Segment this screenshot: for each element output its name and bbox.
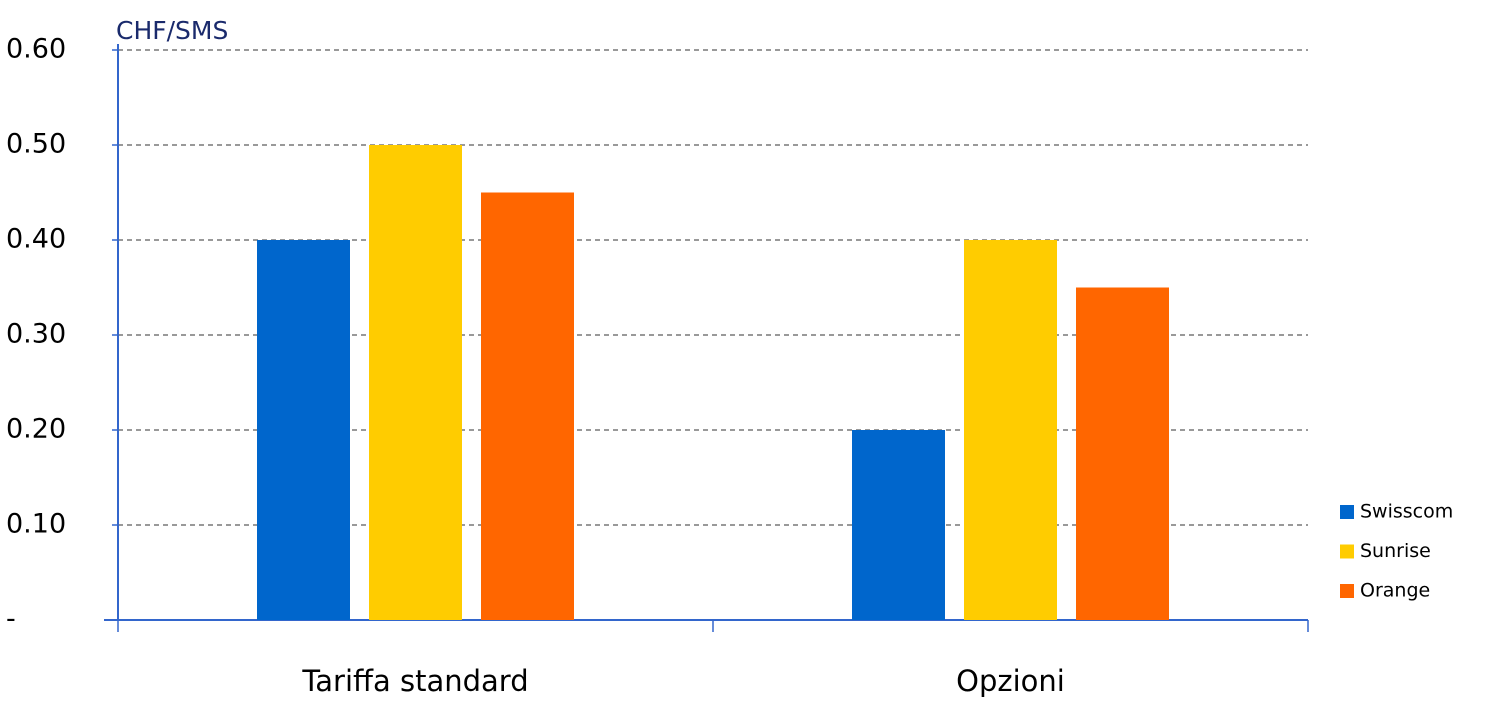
legend-label: Orange xyxy=(1360,580,1430,602)
y-axis-label: CHF/SMS xyxy=(116,16,228,45)
legend-swatch xyxy=(1340,544,1354,559)
legend-swatch xyxy=(1340,505,1354,519)
bar xyxy=(1076,287,1169,620)
x-tick-label: Tariffa standard xyxy=(301,664,528,698)
bar xyxy=(964,240,1057,620)
y-tick-label: 0.30 xyxy=(6,319,66,350)
x-tick-label: Opzioni xyxy=(956,664,1065,698)
legend-label: Sunrise xyxy=(1360,540,1431,562)
legend-swatch xyxy=(1340,584,1354,598)
y-tick-label: 0.20 xyxy=(6,414,66,445)
y-tick-label: - xyxy=(6,604,16,635)
y-tick-label: 0.40 xyxy=(6,224,66,255)
legend-label: Swisscom xyxy=(1360,501,1453,523)
bar xyxy=(481,192,574,620)
bar xyxy=(369,145,462,620)
bar xyxy=(852,430,945,620)
bar xyxy=(257,240,350,620)
y-tick-label: 0.50 xyxy=(6,129,66,160)
y-tick-label: 0.60 xyxy=(6,34,66,65)
y-tick-label: 0.10 xyxy=(6,509,66,540)
